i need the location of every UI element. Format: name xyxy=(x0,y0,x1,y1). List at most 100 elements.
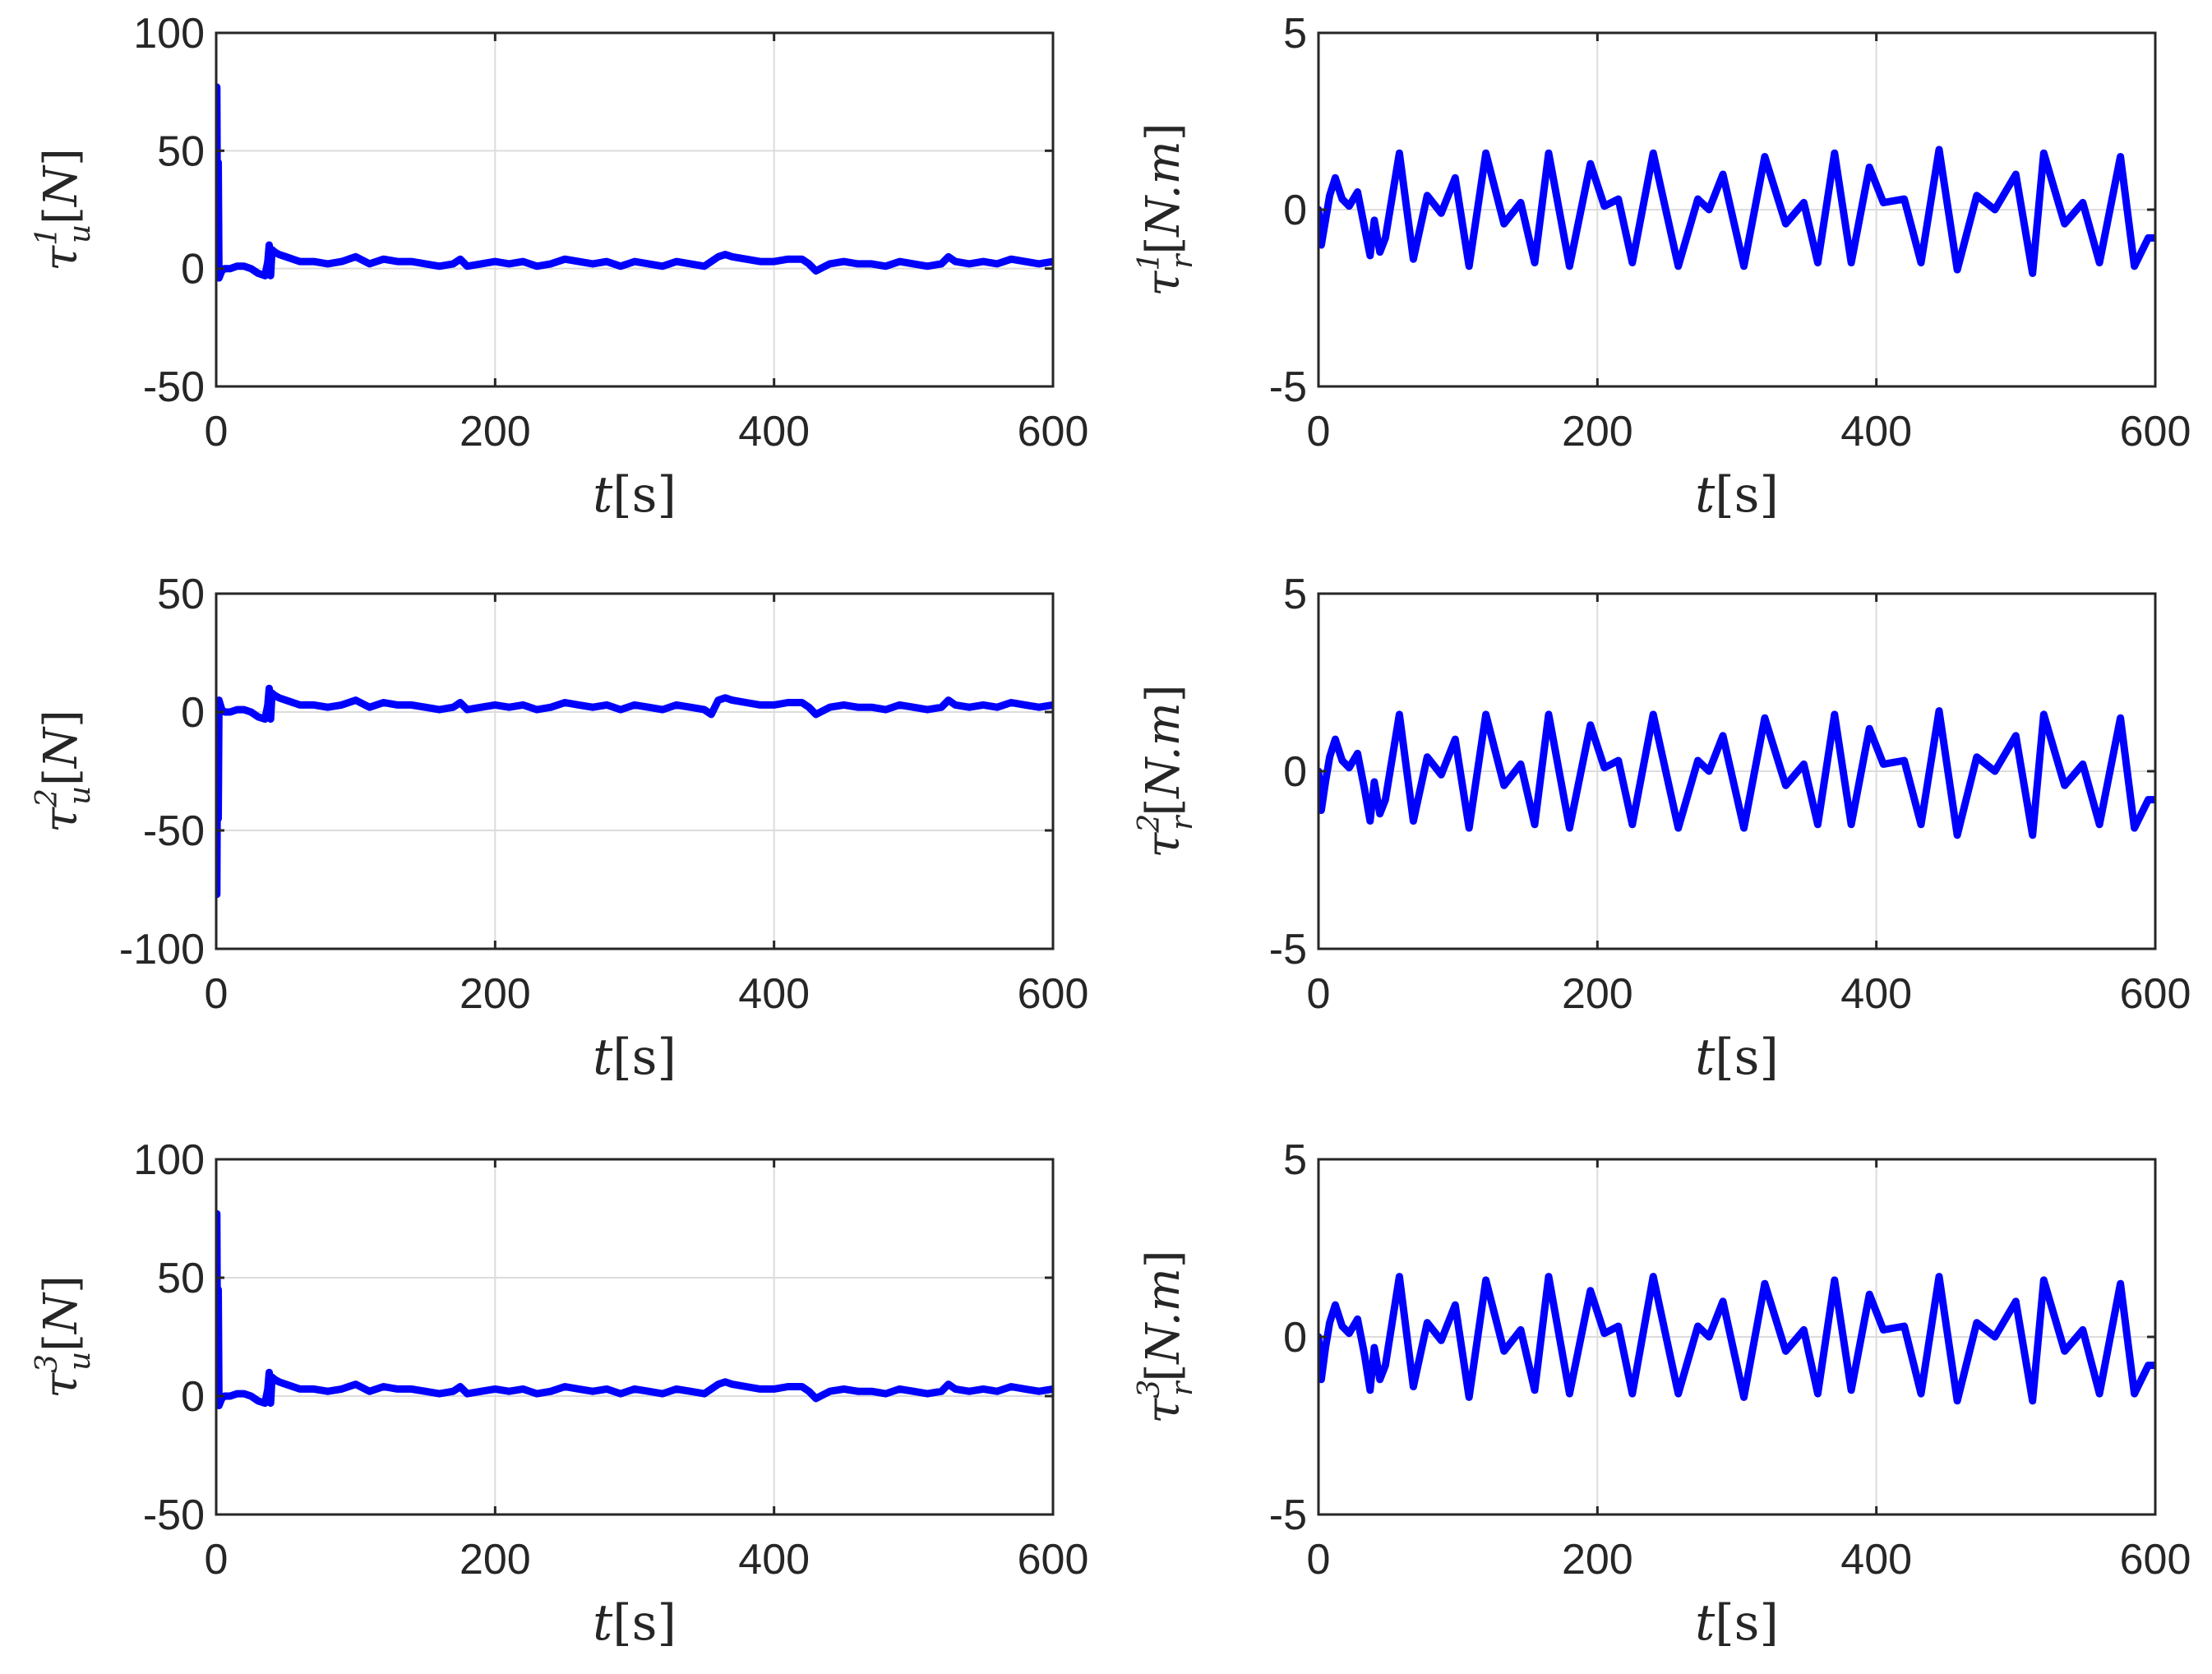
subplot-tau-u-2: 0 200 400 600 -100 -50 0 50 t[s] τ2u[N] xyxy=(30,571,1088,1086)
x-tick-label: 400 xyxy=(1840,970,1912,1018)
series-line-tau-r-3 xyxy=(1318,1273,2155,1405)
y-tick-label: 50 xyxy=(157,1255,205,1302)
y-label-superscript: 3 xyxy=(1133,1380,1166,1399)
x-tick-label: 600 xyxy=(2120,970,2191,1018)
x-axis-label: t[s] xyxy=(593,466,677,524)
x-tick-label: 400 xyxy=(1840,408,1912,455)
x-tick-label: 0 xyxy=(1307,970,1331,1018)
x-label-base: t xyxy=(593,1029,613,1086)
y-tick-label: -5 xyxy=(1269,1491,1307,1539)
x-tick-label: 600 xyxy=(1018,1536,1089,1584)
y-tick-label: 5 xyxy=(1283,571,1307,618)
x-label-unit: [s] xyxy=(1715,466,1779,524)
y-label-unit-close: ] xyxy=(1137,123,1190,141)
y-label-base: τ xyxy=(35,807,88,833)
y-label-subscript: r xyxy=(1166,253,1199,269)
y-tick-label: -5 xyxy=(1269,926,1307,973)
series-line-tau-r-2 xyxy=(1318,707,2155,839)
x-tick-label: 400 xyxy=(738,970,810,1018)
y-label-superscript: 1 xyxy=(30,227,64,246)
y-label-unit-body: N.m xyxy=(1137,141,1190,238)
y-tick-label: -5 xyxy=(1269,363,1307,411)
y-label-superscript: 3 xyxy=(30,1354,64,1373)
x-tick-label: 400 xyxy=(738,408,810,455)
y-axis-label: τ2u[N] xyxy=(30,710,97,833)
y-tick-label: 0 xyxy=(1283,748,1307,796)
x-axis-label: t[s] xyxy=(1695,466,1779,524)
y-label-subscript: u xyxy=(63,1352,97,1371)
axes-box xyxy=(215,31,1055,388)
x-tick-label: 600 xyxy=(1018,408,1089,455)
y-label-subscript: r xyxy=(1166,815,1199,830)
series-line-tau-u-2 xyxy=(216,684,1053,899)
y-label-base: τ xyxy=(35,245,88,271)
x-axis-label: t[s] xyxy=(1695,1029,1779,1086)
y-label-unit-open: [ xyxy=(35,1334,88,1352)
x-tick-label: 0 xyxy=(205,408,229,455)
y-axis-label: τ2r[N.m] xyxy=(1133,684,1199,858)
y-label-unit-close: ] xyxy=(1137,684,1190,702)
x-label-base: t xyxy=(593,466,613,524)
x-tick-label: 200 xyxy=(1562,408,1633,455)
series-line-tau-u-1 xyxy=(216,83,1053,282)
x-label-unit: [s] xyxy=(1715,1029,1779,1086)
y-label-unit-body: N xyxy=(35,726,88,770)
x-axis-label: t[s] xyxy=(593,1029,677,1086)
x-tick-label: 200 xyxy=(459,1536,531,1584)
y-tick-label: 50 xyxy=(157,571,205,618)
y-tick-label: -100 xyxy=(119,926,205,973)
y-label-unit-open: [ xyxy=(1137,798,1190,816)
y-axis-label: τ1r[N.m] xyxy=(1133,123,1199,296)
x-label-unit: [s] xyxy=(612,1594,677,1652)
x-tick-label: 200 xyxy=(1562,970,1633,1018)
x-axis-label: t[s] xyxy=(1695,1594,1779,1652)
y-axis-label: τ3u[N] xyxy=(30,1275,97,1399)
y-label-base: τ xyxy=(1137,832,1190,858)
axes-box xyxy=(215,592,1055,950)
y-tick-label: 0 xyxy=(181,1373,205,1421)
x-tick-label: 0 xyxy=(1307,408,1331,455)
y-label-base: τ xyxy=(1137,1398,1190,1424)
y-label-unit-close: ] xyxy=(35,148,88,166)
x-label-base: t xyxy=(1695,1029,1716,1086)
y-label-unit-body: N xyxy=(35,1292,88,1335)
y-label-base: τ xyxy=(1137,271,1190,297)
x-tick-label: 0 xyxy=(205,1536,229,1584)
x-tick-label: 600 xyxy=(2120,1536,2191,1584)
x-tick-label: 200 xyxy=(459,970,531,1018)
y-label-unit-open: [ xyxy=(35,206,88,224)
y-label-subscript: u xyxy=(63,224,97,243)
y-label-unit-close: ] xyxy=(1137,1250,1190,1268)
y-label-unit-body: N.m xyxy=(1137,1268,1190,1365)
x-label-unit: [s] xyxy=(612,1029,677,1086)
y-tick-label: 5 xyxy=(1283,1136,1307,1184)
y-label-unit-open: [ xyxy=(1137,237,1190,255)
x-tick-label: 400 xyxy=(1840,1536,1912,1584)
y-tick-label: -50 xyxy=(143,363,205,411)
x-tick-label: 600 xyxy=(2120,408,2191,455)
y-label-unit-close: ] xyxy=(35,710,88,728)
y-label-subscript: u xyxy=(63,786,97,805)
x-tick-label: 600 xyxy=(1018,970,1089,1018)
y-label-superscript: 1 xyxy=(1133,252,1166,271)
x-tick-label: 200 xyxy=(1562,1536,1633,1584)
y-tick-label: 0 xyxy=(1283,187,1307,234)
y-tick-label: 5 xyxy=(1283,10,1307,58)
y-axis-label: τ1u[N] xyxy=(30,148,97,271)
y-label-unit-close: ] xyxy=(35,1275,88,1293)
y-axis-label: τ3r[N.m] xyxy=(1133,1250,1199,1423)
y-tick-label: 100 xyxy=(133,10,205,58)
x-tick-label: 0 xyxy=(1307,1536,1331,1584)
x-label-base: t xyxy=(1695,466,1716,524)
x-label-base: t xyxy=(593,1594,613,1652)
axes-box xyxy=(215,1158,1055,1516)
y-tick-label: 50 xyxy=(157,127,205,175)
series-line-tau-u-3 xyxy=(216,1209,1053,1409)
y-tick-label: 0 xyxy=(181,689,205,737)
y-label-unit-open: [ xyxy=(35,768,88,786)
